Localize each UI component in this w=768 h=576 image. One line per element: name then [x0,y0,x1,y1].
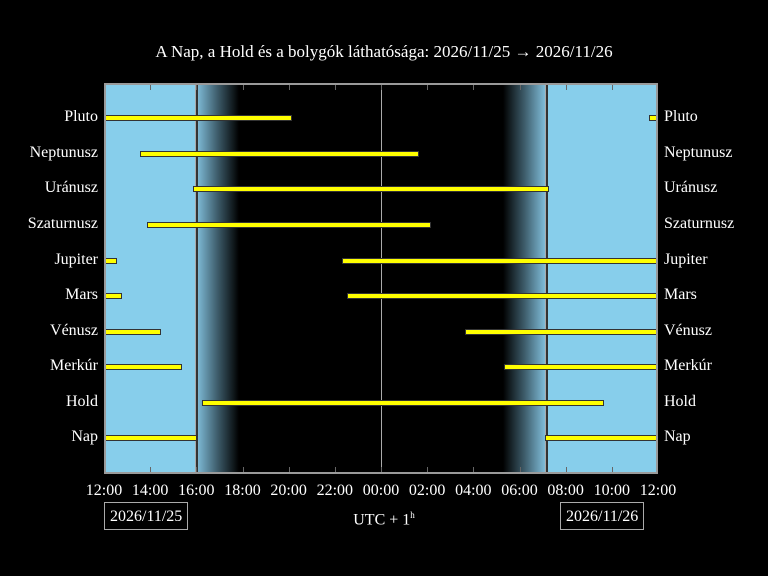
axis-tick [565,85,567,90]
axis-tick [381,85,382,90]
axis-tick [288,467,290,472]
chart-title: A Nap, a Hold és a bolygók láthatósága: … [155,42,613,61]
row-label-left: Uránusz [44,179,98,196]
visibility-bar-nap [544,435,656,441]
visibility-bar-merkúr [504,364,656,370]
row-label-right: Nap [664,428,691,445]
visibility-bar-pluto [648,115,656,121]
axis-tick [381,467,382,472]
visibility-bar-mars [347,293,656,299]
axis-tick [473,467,475,472]
axis-tick [611,467,613,472]
row-label-left: Hold [66,393,98,410]
visibility-bar-vénusz [106,329,161,335]
x-tick-label: 04:00 [455,482,492,499]
visibility-bar-jupiter [342,258,656,264]
row-label-right: Hold [664,393,696,410]
row-label-left: Szaturnusz [27,215,98,232]
plot-area [104,83,658,474]
axis-tick [334,85,336,90]
x-tick-label: 08:00 [547,482,584,499]
row-label-left: Jupiter [54,251,98,268]
axis-tick [611,85,613,90]
axis-tick [150,85,152,90]
row-label-left: Mars [65,286,98,303]
x-tick-label: 00:00 [362,482,400,499]
visibility-bar-neptunusz [140,151,419,157]
axis-tick [427,467,429,472]
midnight-line [381,85,382,472]
axis-tick [519,85,521,90]
visibility-bar-jupiter [106,258,118,264]
axis-tick [519,467,521,472]
row-label-left: Merkúr [50,357,98,374]
axis-tick [565,467,567,472]
x-tick-label: 16:00 [178,482,215,499]
dawn-gradient [503,85,545,472]
row-label-right: Vénusz [664,322,712,339]
day-region-right [545,85,656,472]
x-tick-label: 12:00 [639,482,677,499]
row-label-left: Nap [71,428,98,445]
axis-tick [473,85,475,90]
dusk-gradient [197,85,239,472]
axis-tick [242,85,244,90]
row-label-left: Neptunusz [29,144,98,161]
x-tick-label: 12:00 [85,482,123,499]
date-label-right: 2026/11/26 [560,502,645,530]
axis-tick [242,467,244,472]
date-label-left: 2026/11/25 [104,502,189,530]
sunrise-line [545,85,548,472]
visibility-bar-hold [202,400,604,406]
day-region-left [106,85,197,472]
x-tick-label: 22:00 [316,482,354,499]
row-label-right: Jupiter [664,251,708,268]
x-tick-label: 06:00 [501,482,538,499]
row-label-left: Pluto [64,108,98,125]
x-axis-label-sup: h [410,510,415,520]
axis-tick [427,85,429,90]
axis-tick [150,467,152,472]
x-axis-label: UTC + 1h [0,510,768,529]
axis-tick [288,85,290,90]
axis-tick [196,85,198,90]
row-label-left: Vénusz [50,322,98,339]
visibility-bar-pluto [106,115,292,121]
row-label-right: Uránusz [664,179,718,196]
visibility-bar-nap [106,435,197,441]
x-tick-label: 18:00 [224,482,261,499]
row-label-right: Pluto [664,108,698,125]
row-label-right: Mars [664,286,697,303]
visibility-bar-mars [106,293,123,299]
x-tick-label: 20:00 [270,482,307,499]
sunset-line [195,85,198,472]
visibility-bar-vénusz [464,329,656,335]
row-label-right: Merkúr [664,357,712,374]
visibility-bar-uránusz [192,186,549,192]
row-label-right: Szaturnusz [664,215,735,232]
visibility-bar-szaturnusz [147,222,432,228]
row-label-right: Neptunusz [664,144,733,161]
axis-tick [334,467,336,472]
x-tick-label: 10:00 [593,482,631,499]
x-axis-label-text: UTC + 1 [353,511,411,529]
axis-tick [196,467,198,472]
visibility-bar-merkúr [106,364,183,370]
x-tick-label: 02:00 [408,482,446,499]
x-tick-label: 14:00 [131,482,169,499]
